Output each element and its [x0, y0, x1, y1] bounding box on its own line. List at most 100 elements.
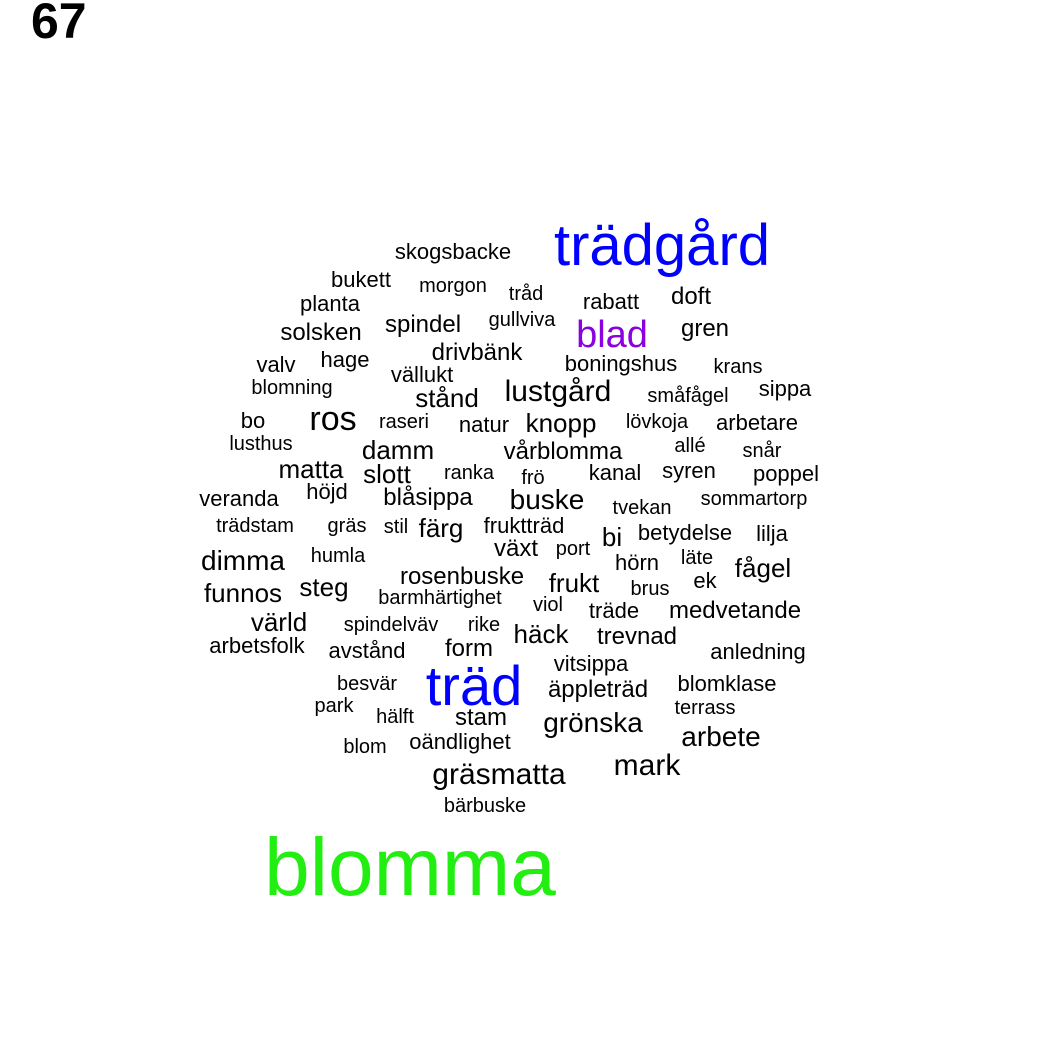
word-raseri: raseri: [378, 411, 430, 433]
word-slott: slott: [363, 459, 411, 489]
word-blasippa: blåsippa: [383, 484, 473, 511]
word-bukett: bukett: [331, 267, 391, 292]
word-blom: blom: [343, 736, 387, 758]
word-mark: mark: [613, 749, 681, 782]
word-bo: bo: [240, 408, 266, 433]
word-spindelvav: spindelväv: [343, 614, 439, 636]
word-syren: syren: [662, 458, 716, 483]
word-frukttrad: fruktträd: [483, 513, 565, 538]
word-fro: frö: [521, 467, 545, 489]
word-buske: buske: [509, 484, 585, 515]
word-fagel: fågel: [734, 553, 792, 583]
word-morgon: morgon: [419, 275, 487, 297]
word-vaxt: växt: [493, 535, 539, 562]
word-solsken: solsken: [280, 319, 362, 346]
word-oandlighet: oändlighet: [409, 729, 511, 754]
word-poppel: poppel: [752, 461, 820, 486]
word-stand: stånd: [415, 383, 479, 413]
word-varld: värld: [250, 607, 308, 637]
word-vallukt: vällukt: [390, 362, 454, 387]
word-blomklase: blomklase: [677, 671, 777, 696]
word-arbete: arbete: [681, 721, 761, 752]
word-trade: träde: [588, 598, 640, 623]
word-anledning: anledning: [710, 639, 806, 664]
word-alle: allé: [674, 435, 706, 457]
word-arbetare: arbetare: [716, 410, 798, 435]
word-besvar: besvär: [336, 673, 398, 695]
word-kanal: kanal: [588, 460, 642, 485]
word-betydelse: betydelse: [637, 520, 733, 545]
word-gullviva: gullviva: [488, 309, 556, 331]
word-medvetande: medvetande: [668, 597, 802, 624]
word-gras: gräs: [327, 515, 367, 537]
word-horn: hörn: [614, 550, 660, 575]
word-hojd: höjd: [306, 479, 348, 504]
page-number: 67: [31, 0, 87, 49]
word-valv: valv: [256, 352, 296, 377]
word-viol: viol: [532, 594, 564, 616]
word-grasmatta: gräsmatta: [432, 758, 566, 791]
word-trad: träd: [425, 654, 523, 717]
word-blomning: blomning: [251, 377, 333, 399]
word-lilja: lilja: [756, 521, 788, 546]
word-port: port: [555, 538, 591, 560]
word-park: park: [314, 695, 354, 717]
word-damm: damm: [361, 435, 435, 465]
word-tradgard: trädgård: [553, 213, 771, 278]
word-skogsbacke: skogsbacke: [394, 239, 512, 264]
word-spindel: spindel: [384, 311, 462, 338]
word-varblomma: vårblomma: [503, 438, 623, 465]
word-farg: färg: [418, 513, 464, 543]
word-form: form: [445, 635, 493, 662]
word-doft: doft: [670, 283, 712, 310]
word-barbuske: bärbuske: [443, 795, 527, 817]
word-stil: stil: [383, 516, 409, 538]
word-rabatt: rabatt: [582, 289, 640, 314]
word-bi: bi: [601, 522, 623, 552]
word-planta: planta: [300, 291, 360, 316]
word-ranka: ranka: [443, 462, 495, 484]
word-tvekan: tvekan: [612, 497, 672, 519]
word-smafagel: småfågel: [647, 385, 729, 407]
word-knopp: knopp: [525, 408, 597, 438]
word-blad: blad: [576, 314, 648, 356]
word-frukt: frukt: [548, 568, 600, 598]
word-ek: ek: [693, 568, 717, 593]
word-arbetsfolk: arbetsfolk: [209, 633, 305, 658]
word-lovkoja: lövkoja: [625, 411, 689, 433]
word-tradstam: trädstam: [216, 515, 294, 537]
word-humla: humla: [310, 545, 366, 567]
word-gren: gren: [680, 315, 730, 342]
word-halft: hälft: [376, 706, 414, 728]
word-gronska: grönska: [543, 707, 643, 738]
word-boningshus: boningshus: [564, 351, 678, 376]
word-rike: rike: [467, 614, 501, 636]
word-steg: steg: [299, 572, 349, 602]
word-veranda: veranda: [199, 486, 279, 511]
word-ros: ros: [309, 400, 357, 438]
word-lustgard: lustgård: [504, 375, 612, 408]
word-late: läte: [680, 547, 714, 569]
word-sippa: sippa: [758, 376, 812, 401]
word-barmhartighet: barmhärtighet: [378, 587, 502, 609]
word-sommartorp: sommartorp: [700, 488, 808, 510]
word-drivbank: drivbänk: [431, 339, 523, 366]
word-dimma: dimma: [200, 545, 286, 576]
word-brus: brus: [630, 578, 670, 600]
word-appletrad: äppleträd: [547, 676, 649, 703]
word-hage: hage: [320, 347, 370, 372]
word-vitsippa: vitsippa: [553, 651, 629, 676]
word-trevnad: trevnad: [596, 623, 678, 650]
word-krans: krans: [713, 356, 763, 378]
word-terrass: terrass: [674, 697, 736, 719]
word-natur: natur: [458, 412, 510, 437]
word-trad: tråd: [508, 283, 544, 305]
word-matta: matta: [278, 454, 344, 484]
word-blomma: blomma: [264, 822, 556, 913]
word-snar: snår: [742, 440, 782, 462]
word-funnos: funnos: [203, 578, 283, 608]
word-lusthus: lusthus: [229, 433, 293, 455]
word-hack: häck: [513, 619, 569, 649]
word-stam: stam: [454, 704, 508, 731]
